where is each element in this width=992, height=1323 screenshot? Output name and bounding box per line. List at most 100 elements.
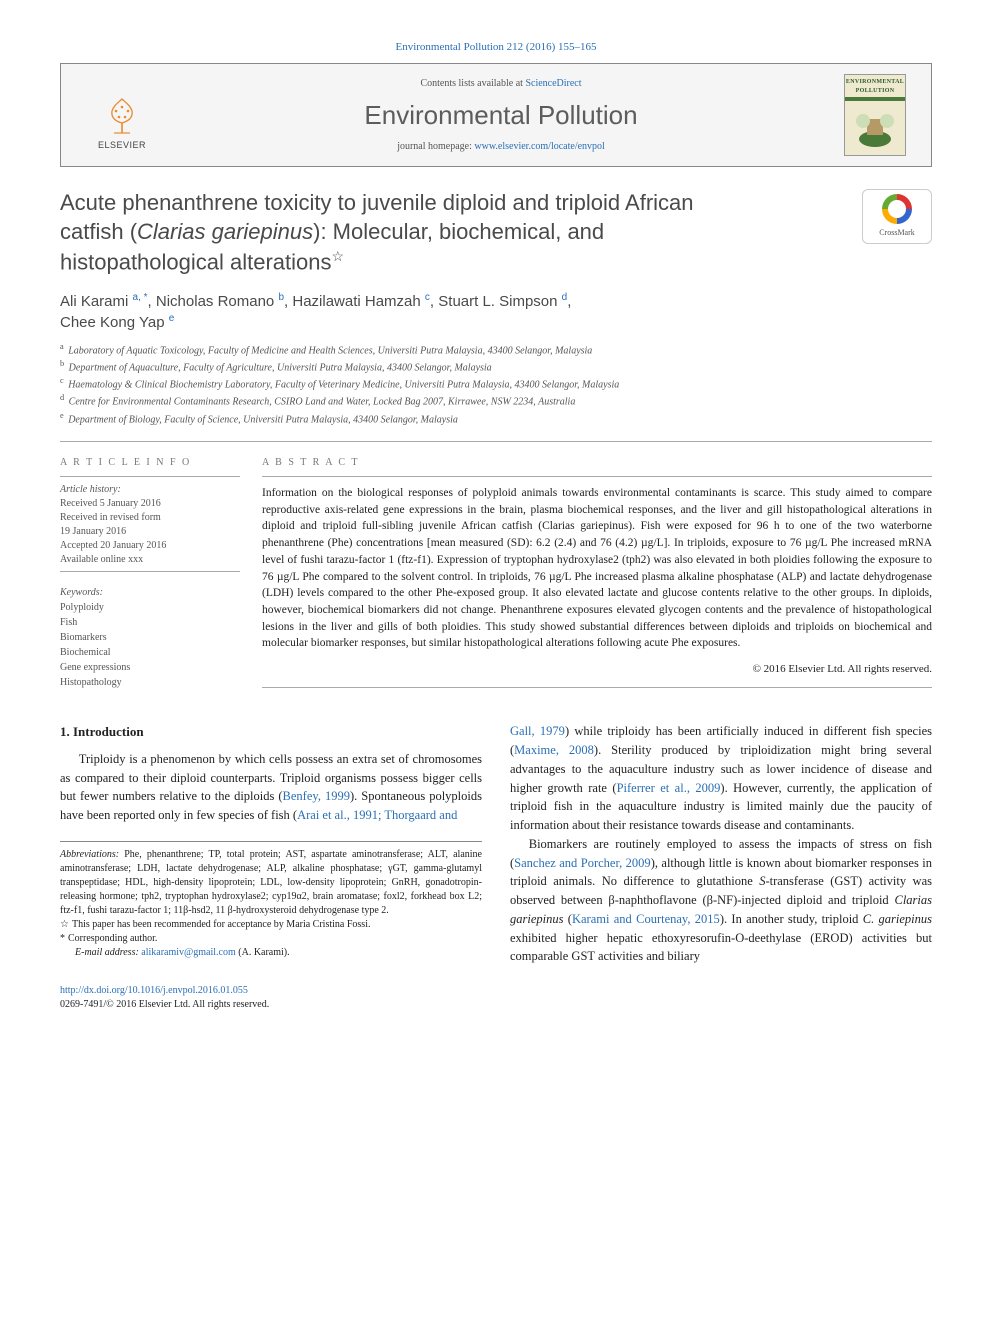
- text-run: (: [563, 912, 571, 926]
- author-5-aff: e: [169, 313, 175, 324]
- author-2-aff: b: [278, 292, 284, 303]
- history-received: Received 5 January 2016: [60, 497, 240, 511]
- publisher-name: ELSEVIER: [98, 139, 146, 152]
- cover-image-icon: [855, 103, 895, 153]
- homepage-link[interactable]: www.elsevier.com/locate/envpol: [474, 141, 604, 152]
- abbrev-label: Abbreviations:: [60, 849, 119, 860]
- journal-header: ELSEVIER Contents lists available at Sci…: [60, 63, 932, 167]
- author-5: Chee Kong Yap: [60, 314, 165, 331]
- history-online: Available online xxx: [60, 553, 240, 567]
- keyword: Gene expressions: [60, 660, 240, 675]
- title-footnote-star: ☆: [332, 248, 345, 264]
- keyword: Biochemical: [60, 645, 240, 660]
- crossmark-badge[interactable]: CrossMark: [862, 189, 932, 243]
- sciencedirect-link[interactable]: ScienceDirect: [525, 78, 581, 89]
- email-owner: (A. Karami).: [236, 947, 290, 958]
- email-label: E-mail address:: [75, 947, 141, 958]
- history-accepted: Accepted 20 January 2016: [60, 539, 240, 553]
- title-line2-post: ): Molecular, biochemical, and: [313, 219, 604, 244]
- journal-homepage: journal homepage: www.elsevier.com/locat…: [167, 140, 835, 154]
- corresponding-note: *Corresponding author.: [60, 932, 482, 946]
- keyword: Biomarkers: [60, 630, 240, 645]
- star-note-text: This paper has been recommended for acce…: [72, 919, 371, 930]
- article-title: Acute phenanthrene toxicity to juvenile …: [60, 189, 850, 276]
- left-column: 1. Introduction Triploidy is a phenomeno…: [60, 722, 482, 966]
- citation-link[interactable]: Karami and Courtenay, 2015: [572, 912, 720, 926]
- citation-link[interactable]: Sanchez and Porcher, 2009: [514, 856, 651, 870]
- intro-paragraph-2: Biomarkers are routinely employed to ass…: [510, 835, 932, 966]
- citation-link[interactable]: Maxime, 2008: [514, 743, 594, 757]
- affiliation-b: Department of Aquaculture, Faculty of Ag…: [69, 362, 492, 373]
- crossmark-icon: [882, 194, 912, 224]
- email-link[interactable]: alikaramiv@gmail.com: [141, 947, 235, 958]
- keywords-heading: Keywords:: [60, 586, 240, 600]
- publisher-logo-block: ELSEVIER: [77, 79, 167, 151]
- right-column: Gall, 1979) while triploidy has been art…: [510, 722, 932, 966]
- cover-title: ENVIRONMENTAL POLLUTION: [845, 78, 905, 95]
- author-1: Ali Karami: [60, 293, 128, 310]
- header-center: Contents lists available at ScienceDirec…: [167, 77, 835, 153]
- crossmark-label: CrossMark: [879, 227, 915, 238]
- contents-available: Contents lists available at ScienceDirec…: [167, 77, 835, 91]
- history-heading: Article history:: [60, 483, 240, 497]
- abbreviations-footnote: Abbreviations: Phe, phenanthrene; TP, to…: [60, 848, 482, 918]
- keywords-list: Polyploidy Fish Biomarkers Biochemical G…: [60, 600, 240, 690]
- citation-link[interactable]: Arai et al., 1991; Thorgaard and: [297, 808, 457, 822]
- issn-copyright: 0269-7491/© 2016 Elsevier Ltd. All right…: [60, 999, 269, 1010]
- citation-link[interactable]: Piferrer et al., 2009: [617, 781, 721, 795]
- intro-paragraph-1: Triploidy is a phenomenon by which cells…: [60, 750, 482, 825]
- journal-name: Environmental Pollution: [167, 97, 835, 133]
- author-4: Stuart L. Simpson: [438, 293, 557, 310]
- doi-link[interactable]: http://dx.doi.org/10.1016/j.envpol.2016.…: [60, 985, 248, 996]
- editor-note: ☆This paper has been recommended for acc…: [60, 918, 482, 932]
- citation-link[interactable]: Gall, 1979: [510, 724, 565, 738]
- body-columns: 1. Introduction Triploidy is a phenomeno…: [60, 722, 932, 966]
- running-head: Environmental Pollution 212 (2016) 155–1…: [60, 40, 932, 55]
- abstract-block: A B S T R A C T Information on the biolo…: [262, 456, 932, 696]
- affiliation-a: Laboratory of Aquatic Toxicology, Facult…: [68, 345, 592, 356]
- contents-prefix: Contents lists available at: [420, 78, 525, 89]
- title-line2-pre: catfish (: [60, 219, 137, 244]
- title-line1: Acute phenanthrene toxicity to juvenile …: [60, 190, 694, 215]
- text-run: exhibited higher hepatic ethoxyresorufin…: [510, 931, 932, 964]
- elsevier-logo: ELSEVIER: [87, 79, 157, 151]
- intro-paragraph-1-cont: Gall, 1979) while triploidy has been art…: [510, 722, 932, 835]
- text-italic-species: C. gariepinus: [863, 912, 932, 926]
- homepage-prefix: journal homepage:: [397, 141, 474, 152]
- history-revised2: 19 January 2016: [60, 525, 240, 539]
- title-line3: histopathological alterations: [60, 249, 332, 274]
- section-heading-introduction: 1. Introduction: [60, 722, 482, 742]
- corresponding-text: Corresponding author.: [68, 933, 157, 944]
- section-divider: [60, 441, 932, 442]
- abstract-text: Information on the biological responses …: [262, 485, 932, 652]
- affiliations: a Laboratory of Aquatic Toxicology, Facu…: [60, 341, 932, 428]
- author-2: Nicholas Romano: [156, 293, 274, 310]
- article-info-heading: A R T I C L E I N F O: [60, 456, 240, 470]
- authors-list: Ali Karami a, *, Nicholas Romano b, Hazi…: [60, 291, 932, 333]
- author-1-aff: a, *: [133, 292, 148, 303]
- doi-block: http://dx.doi.org/10.1016/j.envpol.2016.…: [60, 984, 932, 1012]
- title-row: Acute phenanthrene toxicity to juvenile …: [60, 189, 932, 276]
- keyword: Fish: [60, 615, 240, 630]
- abstract-heading: A B S T R A C T: [262, 456, 932, 470]
- author-3-aff: c: [425, 292, 430, 303]
- abbrev-text: Phe, phenanthrene; TP, total protein; AS…: [60, 849, 482, 916]
- affiliation-d: Centre for Environmental Contaminants Re…: [69, 397, 576, 408]
- author-4-aff: d: [562, 292, 568, 303]
- history-revised1: Received in revised form: [60, 511, 240, 525]
- footnote-block: Abbreviations: Phe, phenanthrene; TP, to…: [60, 841, 482, 960]
- elsevier-tree-icon: [100, 93, 144, 137]
- abstract-copyright: © 2016 Elsevier Ltd. All rights reserved…: [262, 662, 932, 677]
- keyword: Histopathology: [60, 675, 240, 690]
- citation-link[interactable]: Benfey, 1999: [283, 789, 350, 803]
- cover-band: [845, 97, 905, 101]
- title-species: Clarias gariepinus: [137, 219, 313, 244]
- journal-cover-thumbnail: ENVIRONMENTAL POLLUTION: [844, 74, 906, 156]
- author-3: Hazilawati Hamzah: [292, 293, 420, 310]
- text-run: ). In another study, triploid: [720, 912, 863, 926]
- article-info: A R T I C L E I N F O Article history: R…: [60, 456, 240, 696]
- info-abstract-row: A R T I C L E I N F O Article history: R…: [60, 456, 932, 696]
- affiliation-e: Department of Biology, Faculty of Scienc…: [68, 414, 458, 425]
- keyword: Polyploidy: [60, 600, 240, 615]
- journal-cover-block: ENVIRONMENTAL POLLUTION: [835, 74, 915, 156]
